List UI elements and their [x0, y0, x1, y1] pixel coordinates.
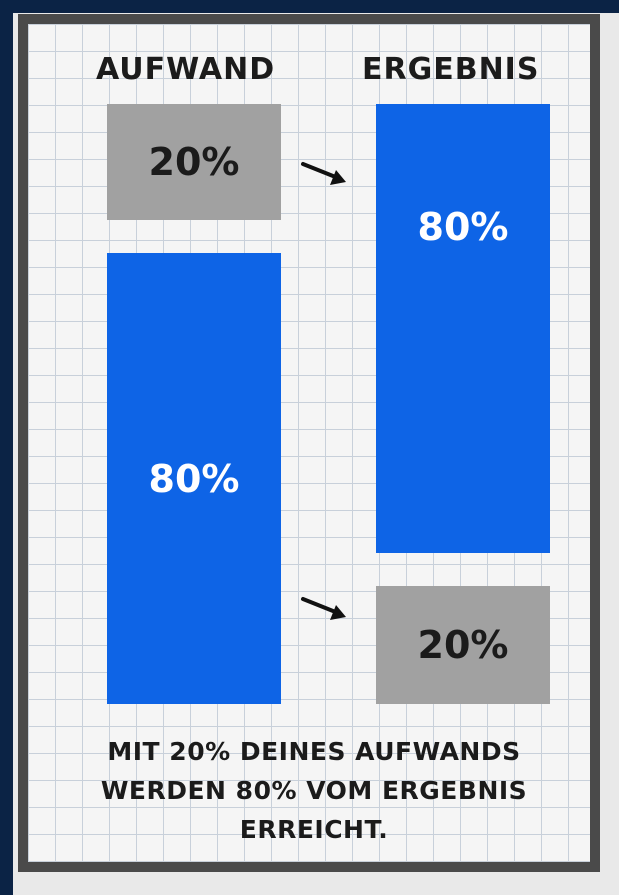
effort-small-box: 20% [107, 104, 281, 220]
result-large-box: 80% [376, 104, 550, 553]
arrow-right-down-icon [301, 162, 346, 185]
aufwand-heading: AUFWAND [96, 52, 276, 87]
caption-line-3: ERREICHT. [239, 815, 389, 844]
effort-small-label: 20% [148, 140, 240, 184]
caption-line-1: MIT 20% DEINES AUFWANDS [107, 737, 521, 766]
caption-line-2: WERDEN 80% VOM ERGEBNIS [100, 776, 528, 805]
ergebnis-heading: ERGEBNIS [362, 52, 540, 87]
summary-caption: MIT 20% DEINES AUFWANDS WERDEN 80% VOM E… [44, 732, 584, 849]
effort-large-label: 80% [148, 456, 240, 501]
effort-large-box: 80% [107, 253, 281, 704]
result-small-label: 20% [417, 623, 509, 667]
result-large-label: 80% [417, 204, 509, 249]
arrow-right-down-icon [301, 597, 346, 620]
result-small-box: 20% [376, 586, 550, 704]
